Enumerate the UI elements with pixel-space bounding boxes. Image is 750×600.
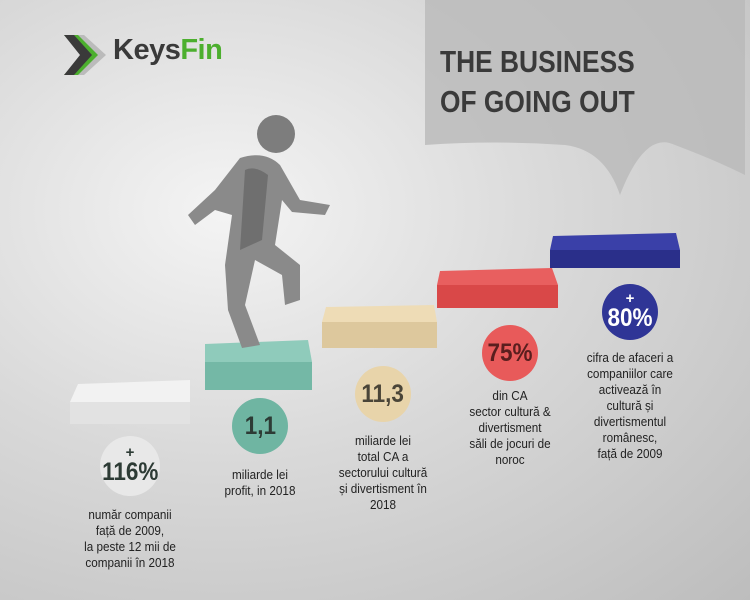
logo-keys: Keys bbox=[113, 34, 181, 66]
stat-description-profit: miliarde lei profit, in 2018 bbox=[193, 467, 328, 499]
desc-line: la peste 12 mii de bbox=[84, 539, 176, 554]
running-man-icon bbox=[188, 115, 330, 348]
step-3 bbox=[322, 305, 437, 348]
stat-value: 11,3 bbox=[361, 380, 405, 408]
stat-description-revenue: miliarde lei total CA a sectorului cultură… bbox=[316, 433, 451, 513]
desc-line: companii în 2018 bbox=[85, 555, 175, 570]
desc-line: față de 2009 bbox=[597, 446, 663, 461]
plus-sign: + bbox=[125, 444, 135, 461]
title-line-1: THE BUSINESS bbox=[440, 44, 635, 79]
desc-line: profit, in 2018 bbox=[224, 483, 296, 498]
plus-sign: + bbox=[625, 290, 635, 307]
desc-line: 2018 bbox=[369, 497, 397, 512]
logo-fin: Fin bbox=[180, 34, 223, 66]
stat-description-gambling: din CA sector cultură & divertisment săli d… bbox=[443, 388, 578, 468]
desc-line: divertismentul bbox=[593, 414, 667, 429]
step-1 bbox=[70, 380, 190, 424]
step-4 bbox=[437, 268, 558, 308]
desc-line: miliarde lei bbox=[232, 467, 288, 482]
stat-circle-growth: +80% bbox=[602, 284, 658, 340]
stat-circle-profit: 1,1 bbox=[232, 398, 288, 454]
step-2 bbox=[205, 340, 312, 390]
stat-value: 116% bbox=[101, 458, 159, 486]
desc-line: și divertisment în bbox=[339, 481, 427, 496]
step-5 bbox=[550, 233, 680, 268]
desc-line: sectorului cultură bbox=[338, 465, 428, 480]
desc-line: din CA bbox=[492, 388, 528, 403]
desc-line: noroc bbox=[495, 452, 525, 467]
stat-circle-gambling: 75% bbox=[482, 325, 538, 381]
desc-line: săli de jocuri de bbox=[469, 436, 551, 451]
stat-description-growth: cifra de afaceri a companiilor care active… bbox=[563, 350, 698, 462]
desc-line: cifra de afaceri a bbox=[586, 350, 674, 365]
stat-circle-companies: +116% bbox=[100, 436, 160, 496]
desc-line: cultură și bbox=[606, 398, 654, 413]
desc-line: față de 2009, bbox=[95, 523, 165, 538]
keysfin-logo-icon bbox=[64, 35, 106, 75]
stat-value: 80% bbox=[607, 304, 653, 332]
title-line-2: OF GOING OUT bbox=[440, 84, 635, 119]
stat-value: 1,1 bbox=[244, 412, 276, 440]
banner-curtain bbox=[425, 0, 745, 195]
desc-line: număr companii bbox=[88, 507, 172, 522]
desc-line: miliarde lei bbox=[355, 433, 411, 448]
stat-description-companies: număr companii față de 2009, la peste 12 m… bbox=[63, 507, 198, 571]
desc-line: total CA a bbox=[357, 449, 409, 464]
stat-value: 75% bbox=[487, 339, 533, 367]
desc-line: activează în bbox=[598, 382, 662, 397]
desc-line: românesc, bbox=[602, 430, 658, 445]
desc-line: companiilor care bbox=[587, 366, 673, 381]
desc-line: sector cultură & bbox=[469, 404, 551, 419]
desc-line: divertisment bbox=[478, 420, 542, 435]
logo-text: KeysFin bbox=[113, 34, 223, 67]
stat-circle-revenue: 11,3 bbox=[355, 366, 411, 422]
page-title: THE BUSINESS OF GOING OUT bbox=[440, 42, 635, 122]
